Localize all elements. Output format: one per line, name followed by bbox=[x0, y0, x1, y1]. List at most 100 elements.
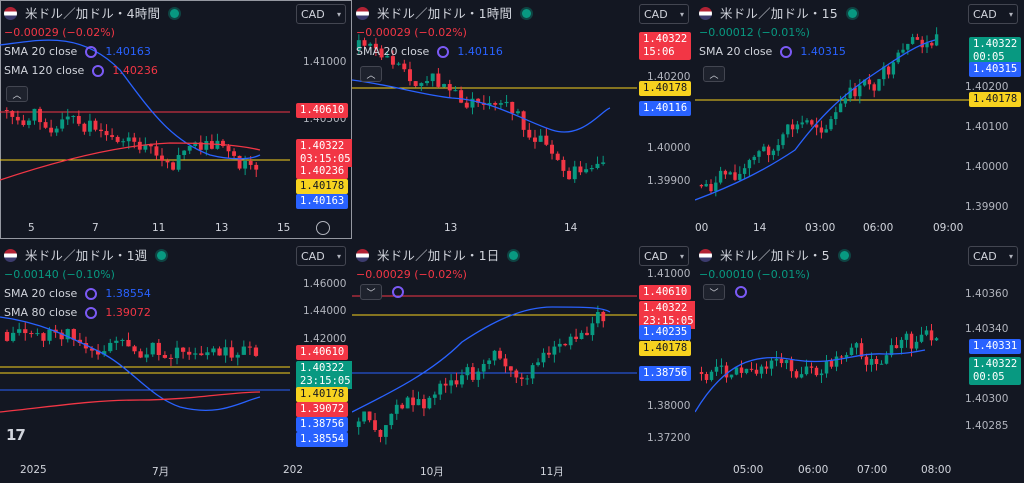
price-label: 1.40116 bbox=[639, 101, 692, 116]
candle-body bbox=[373, 43, 378, 49]
candle-body bbox=[65, 116, 70, 120]
y-axis-tick: 1.37200 bbox=[647, 432, 691, 444]
chart-panel-1[interactable]: 米ドル／加ドル・4時間 −0.00029 (−0.02%) SMA 20 close… bbox=[0, 0, 352, 239]
candle-body bbox=[744, 368, 749, 373]
candle-body bbox=[436, 73, 441, 87]
candle-body bbox=[574, 336, 579, 339]
price-chart-canvas[interactable] bbox=[695, 0, 1024, 239]
candle-body bbox=[476, 98, 481, 103]
candle-body bbox=[764, 366, 769, 369]
price-chart-canvas[interactable] bbox=[0, 242, 352, 483]
candle-body bbox=[223, 347, 228, 356]
sma-long-line bbox=[0, 391, 261, 413]
currency-selector[interactable]: CAD ▾ bbox=[639, 4, 689, 24]
expand-legend-button[interactable]: ﹀ bbox=[360, 284, 382, 300]
candle-body bbox=[459, 90, 464, 103]
y-axis-tick: 1.46000 bbox=[303, 278, 347, 290]
currency-selector[interactable]: CAD ▾ bbox=[968, 4, 1018, 24]
chevron-down-icon: ▾ bbox=[1008, 9, 1013, 19]
candle-body bbox=[532, 137, 537, 142]
candle-body bbox=[114, 340, 119, 343]
y-axis-tick: 1.40300 bbox=[965, 393, 1009, 405]
chart-panel-3[interactable]: 米ドル／加ドル・15 −0.00012 (−0.01%) SMA 20 close 1… bbox=[695, 0, 1024, 239]
price-label: 1.40322 23:15:05 bbox=[296, 361, 352, 389]
candle-body bbox=[877, 79, 881, 91]
price-label: 1.38756 bbox=[639, 366, 692, 381]
candle-body bbox=[709, 184, 713, 192]
candle-body bbox=[54, 128, 59, 133]
candle-body bbox=[550, 144, 555, 154]
price-label: 1.40610 bbox=[296, 345, 349, 360]
candle-body bbox=[742, 168, 747, 174]
candle-body bbox=[839, 356, 844, 358]
candle-body bbox=[585, 332, 589, 336]
price-chart-canvas[interactable] bbox=[0, 0, 352, 239]
candle-body bbox=[76, 115, 81, 124]
candle-body bbox=[132, 346, 137, 352]
candle-body bbox=[394, 404, 399, 414]
candle-body bbox=[589, 168, 594, 170]
price-chart-canvas[interactable] bbox=[352, 0, 695, 239]
candle-body bbox=[154, 146, 159, 156]
candle-body bbox=[568, 336, 573, 346]
candle-body bbox=[29, 333, 34, 335]
price-label: 1.38756 bbox=[296, 417, 349, 432]
currency-selector[interactable]: CAD ▾ bbox=[296, 246, 346, 266]
currency-selector[interactable]: CAD ▾ bbox=[968, 246, 1018, 266]
candle-body bbox=[704, 374, 709, 380]
y-axis-tick: 1.38000 bbox=[647, 400, 691, 412]
price-label: 1.40315 bbox=[969, 62, 1022, 77]
candle-body bbox=[572, 166, 577, 180]
candle-body bbox=[204, 141, 209, 150]
chart-panel-2[interactable]: 米ドル／加ドル・1時間 −0.00029 (−0.02%) SMA 20 close… bbox=[352, 0, 695, 239]
price-chart-canvas[interactable] bbox=[352, 242, 695, 483]
candle-body bbox=[454, 380, 459, 385]
collapse-legend-button[interactable]: ︿ bbox=[6, 86, 28, 102]
candle-body bbox=[819, 127, 824, 133]
expand-legend-button[interactable]: ﹀ bbox=[703, 284, 725, 300]
candle-body bbox=[211, 348, 216, 353]
candle-body bbox=[416, 399, 421, 406]
candle-body bbox=[563, 343, 568, 346]
candle-body bbox=[724, 365, 729, 378]
price-chart-canvas[interactable] bbox=[695, 242, 1024, 483]
candle-body bbox=[247, 346, 253, 348]
currency-selector[interactable]: CAD ▾ bbox=[296, 4, 346, 24]
candle-body bbox=[95, 350, 101, 355]
y-axis-tick: 1.44000 bbox=[303, 305, 347, 317]
collapse-legend-button[interactable]: ︿ bbox=[703, 66, 725, 82]
y-axis-tick: 1.41000 bbox=[647, 268, 691, 280]
candle-body bbox=[906, 43, 910, 50]
candle-body bbox=[232, 151, 236, 156]
currency-selector[interactable]: CAD ▾ bbox=[639, 246, 689, 266]
candle-body bbox=[819, 373, 824, 376]
candle-body bbox=[379, 48, 384, 58]
settings-gear-icon[interactable] bbox=[316, 221, 330, 235]
candle-body bbox=[934, 338, 939, 341]
sma-short-line bbox=[0, 39, 261, 160]
x-axis-tick: 15 bbox=[277, 222, 291, 234]
collapse-legend-button[interactable]: ︿ bbox=[360, 66, 382, 82]
candle-body bbox=[193, 142, 198, 147]
candle-body bbox=[749, 368, 754, 370]
candle-body bbox=[132, 137, 137, 142]
candle-body bbox=[838, 103, 843, 113]
candle-body bbox=[182, 150, 187, 156]
chart-panel-6[interactable]: 米ドル／加ドル・5 −0.00010 (−0.01%) ﹀ CAD ▾ 1.40360 1.… bbox=[695, 242, 1024, 483]
candle-body bbox=[508, 366, 513, 371]
candle-body bbox=[901, 49, 905, 53]
chart-panel-4[interactable]: 米ドル／加ドル・1週 −0.00140 (−0.10%) SMA 20 close 1… bbox=[0, 242, 352, 483]
candle-body bbox=[38, 108, 42, 123]
candle-body bbox=[829, 360, 834, 367]
indicator-visibility-icon[interactable] bbox=[735, 286, 747, 298]
x-axis-tick: 03:00 bbox=[805, 222, 836, 234]
candle-body bbox=[854, 343, 859, 348]
y-axis-tick: 1.40200 bbox=[647, 71, 691, 83]
chart-panel-5[interactable]: 米ドル／加ドル・1日 −0.00029 (−0.02%) ﹀ CAD ▾ 1.41000 1… bbox=[352, 242, 695, 483]
candle-body bbox=[198, 142, 203, 150]
candle-body bbox=[519, 377, 524, 380]
indicator-visibility-icon[interactable] bbox=[392, 286, 404, 298]
candle-body bbox=[176, 155, 181, 170]
candle-body bbox=[464, 102, 469, 108]
